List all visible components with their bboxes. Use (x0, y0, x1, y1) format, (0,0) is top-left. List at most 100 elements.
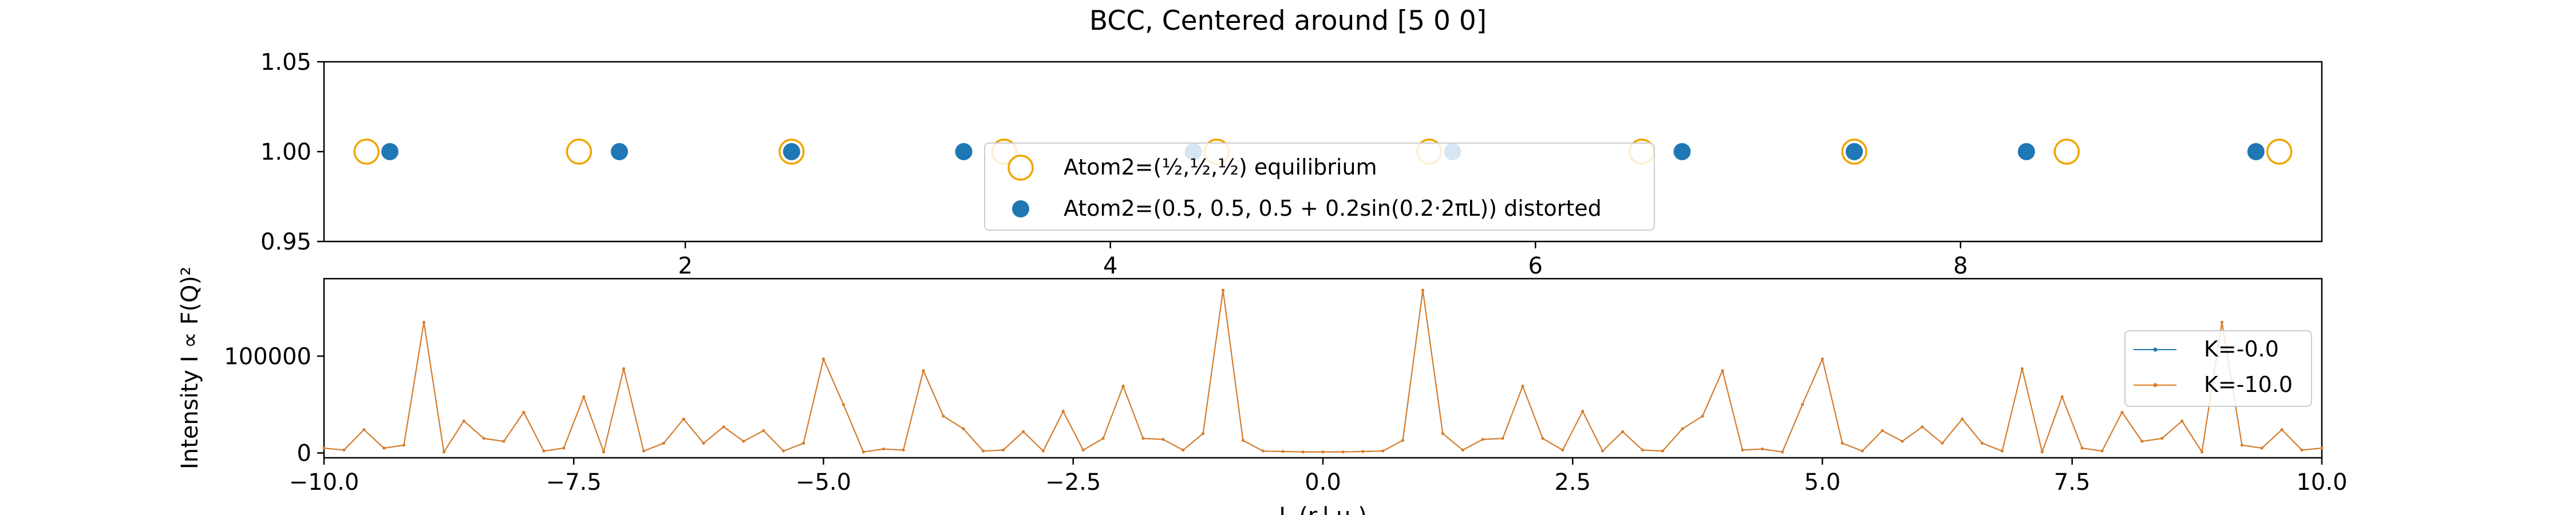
intensity-point (902, 448, 905, 451)
intensity-point (2221, 320, 2223, 324)
intensity-point (1761, 447, 1764, 451)
distorted-point (2017, 143, 2035, 160)
x-tick-label: 7.5 (2054, 469, 2091, 496)
intensity-point (1681, 427, 1684, 430)
intensity-point (1061, 410, 1065, 413)
intensity-point (1921, 425, 1924, 429)
intensity-x-axis-label: L (r.l.u.) (1279, 503, 1367, 515)
intensity-point (1901, 439, 1904, 443)
intensity-point (1860, 449, 1864, 453)
intensity-series (322, 288, 2324, 454)
intensity-point (542, 449, 546, 453)
intensity-point (1301, 450, 1305, 454)
intensity-point (2021, 367, 2024, 370)
legend-distorted-label: Atom2=(0.5, 0.5, 0.5 + 0.2sin(0.2·2πL)) … (1064, 196, 1602, 221)
intensity-point (582, 395, 586, 398)
intensity-x-ticks: −10.0 −7.5 −5.0 −2.5 0.0 2.5 5.0 7.5 10.0 (289, 458, 2348, 496)
intensity-point (1581, 410, 1585, 413)
intensity-point (662, 442, 665, 445)
intensity-point (322, 446, 326, 450)
equilibrium-point (2053, 138, 2080, 165)
intensity-point (2240, 443, 2243, 447)
x-tick-label: 5.0 (1804, 469, 1841, 496)
intensity-point (1621, 430, 1624, 433)
intensity-point (1461, 448, 1464, 451)
intensity-point (862, 450, 865, 454)
equilibrium-point (353, 138, 380, 165)
legend-equilibrium-label: Atom2=(½,½,½) equilibrium (1064, 154, 1377, 180)
intensity-point (2300, 448, 2304, 451)
intensity-point (1341, 450, 1345, 454)
distorted-point (611, 143, 629, 160)
distorted-point (1673, 143, 1691, 160)
intensity-point (2040, 450, 2044, 454)
intensity-point (2200, 450, 2204, 454)
x-tick-label: −7.5 (546, 469, 602, 496)
intensity-point (1141, 437, 1145, 440)
intensity-point (1321, 450, 1325, 454)
y-tick-label: 0.95 (260, 229, 311, 255)
intensity-point (502, 439, 505, 443)
intensity-point (2160, 437, 2164, 440)
legend-k0-label: K=-0.0 (2204, 336, 2279, 362)
intensity-point (1222, 288, 1224, 292)
intensity-point (342, 448, 346, 451)
legend-k0-marker (2153, 347, 2158, 352)
legend-equilibrium-marker (1008, 154, 1034, 181)
x-tick-label: 2 (678, 253, 692, 279)
y-tick-label: 0 (297, 441, 311, 467)
intensity-point (1002, 448, 1005, 451)
intensity-point (2260, 446, 2263, 450)
positions-y-ticks: 1.05 1.00 0.95 (260, 49, 324, 255)
x-tick-label: −10.0 (289, 469, 359, 496)
x-tick-label: 6 (1528, 253, 1543, 279)
intensity-point (922, 369, 925, 373)
intensity-point (2060, 395, 2064, 398)
intensity-point (482, 437, 485, 440)
intensity-y-ticks: 0 100000 (224, 343, 324, 467)
intensity-point (882, 447, 885, 451)
intensity-point (2001, 449, 2004, 453)
intensity-point (622, 367, 625, 370)
intensity-point (2320, 446, 2324, 450)
intensity-point (1701, 414, 1704, 418)
intensity-point (962, 427, 965, 430)
intensity-point (2100, 449, 2104, 453)
positions-panel: 1.05 1.00 0.95 2 4 6 8 Atom2=(½,½,½) equilibr… (260, 49, 2323, 279)
y-tick-label: 100000 (224, 343, 311, 370)
positions-legend: Atom2=(½,½,½) equilibrium Atom2=(0.5, 0.… (984, 142, 1655, 231)
intensity-point (402, 443, 406, 447)
intensity-point (1481, 438, 1484, 441)
x-tick-label: 10.0 (2296, 469, 2347, 496)
intensity-point (362, 428, 366, 431)
intensity-panel: 0 100000 −10.0 −7.5 −5.0 −2.5 0.0 2.5 5.0 7.5 10.… (177, 267, 2348, 515)
intensity-point (1781, 450, 1784, 454)
distorted-point (1846, 143, 1863, 160)
intensity-point (1981, 442, 1984, 445)
intensity-point (682, 417, 685, 421)
distorted-point (955, 143, 973, 160)
legend-k10-marker (2153, 383, 2158, 387)
intensity-y-axis-label: Intensity I ∝ F(Q)² (177, 267, 203, 469)
intensity-point (1381, 449, 1385, 453)
equilibrium-point (1841, 138, 1867, 165)
intensity-point (1961, 417, 1964, 421)
intensity-point (1182, 448, 1185, 451)
distorted-point (381, 143, 399, 160)
x-tick-label: 2.5 (1554, 469, 1591, 496)
intensity-point (1261, 449, 1265, 453)
intensity-point (2280, 428, 2283, 431)
intensity-point (1721, 369, 1724, 373)
x-tick-label: −5.0 (796, 469, 851, 496)
intensity-point (802, 442, 805, 445)
intensity-point (982, 449, 985, 453)
intensity-point (1521, 385, 1524, 388)
intensity-point (1241, 439, 1244, 442)
intensity-point (1601, 449, 1605, 453)
intensity-legend: K=-0.0 K=-10.0 (2124, 330, 2312, 407)
x-tick-label: −2.5 (1045, 469, 1101, 496)
intensity-point (722, 425, 725, 429)
intensity-point (1741, 448, 1744, 451)
intensity-point (522, 410, 526, 414)
x-tick-label: 8 (1953, 253, 1967, 279)
